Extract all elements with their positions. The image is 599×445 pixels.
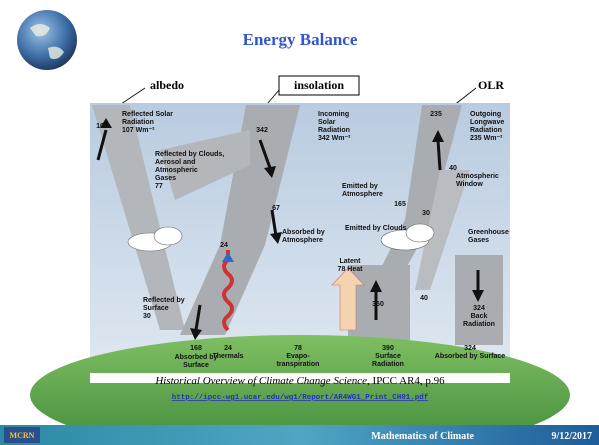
figure-label: 165 xyxy=(394,201,406,208)
figure-label: Radiation xyxy=(372,361,404,368)
figure-label: Radiation xyxy=(470,127,502,134)
figure-label: Surface xyxy=(375,353,401,360)
figure-label: Aerosol and xyxy=(155,159,195,166)
figure-label: Latent xyxy=(340,258,362,265)
figure-label: 324 xyxy=(473,305,485,312)
figure-label: Atmosphere xyxy=(282,237,323,244)
figure-label: Atmospheric xyxy=(155,167,198,174)
figure-label: Radiation xyxy=(318,127,350,134)
caption: Historical Overview of Climate Change Sc… xyxy=(154,375,445,387)
figure-label: 40 xyxy=(420,295,428,302)
callout: OLR xyxy=(478,78,504,92)
figure-label: 168 xyxy=(190,345,202,352)
figure-label: Solar xyxy=(318,119,336,126)
figure-label: Incoming xyxy=(318,111,349,118)
globe-clouds xyxy=(30,24,64,60)
caption-title: Historical Overview of Climate Change Sc… xyxy=(154,375,367,387)
figure-label: 78 xyxy=(294,345,302,352)
figure-label: 40 xyxy=(449,165,457,172)
globe xyxy=(17,10,77,70)
logo: MCRN xyxy=(10,431,35,440)
figure-label: 390 xyxy=(382,345,394,352)
figure-label: Reflected by Clouds, xyxy=(155,151,224,158)
figure-label: Emitted by xyxy=(342,183,378,190)
figure-label: Absorbed by Surface xyxy=(435,353,506,360)
callout: insolation xyxy=(294,78,344,92)
callout-box xyxy=(278,75,360,96)
figure-label: Atmospheric xyxy=(456,173,499,180)
figure xyxy=(30,103,570,445)
figure-label: Greenhouse xyxy=(468,229,509,236)
figure-label: 342 Wm⁻² xyxy=(318,135,351,142)
figure-label: 30 xyxy=(422,210,430,217)
figure-label: 235 xyxy=(430,111,442,118)
figure-label: transpiration xyxy=(277,361,320,368)
link[interactable]: http://ipcc-wg1.ucar.edu/wg1/Report/AR4W… xyxy=(172,394,429,402)
figure-label: Surface xyxy=(143,305,169,312)
figure-label: 24 xyxy=(224,345,232,352)
figure-label: 77 xyxy=(155,183,163,190)
figure-label: Absorbed by xyxy=(175,354,218,361)
figure-label: Outgoing xyxy=(470,111,501,118)
figure-label: Reflected by xyxy=(143,297,185,304)
figure-label: 324 xyxy=(464,345,476,352)
figure-label: 107 Wm⁻² xyxy=(122,127,155,134)
footer-text: Mathematics of Climate xyxy=(371,431,474,442)
figure-label: Longwave xyxy=(470,119,504,126)
figure-label: 107 xyxy=(96,123,108,130)
footer-bar xyxy=(0,425,599,445)
figure-label: Atmosphere xyxy=(342,191,383,198)
figure-label: Gases xyxy=(155,175,176,182)
figure-label: 30 xyxy=(143,313,151,320)
figure-label: Back xyxy=(471,313,488,320)
figure-label: Absorbed by xyxy=(282,229,325,236)
figure-label: Evapo- xyxy=(286,353,310,360)
title: Energy Balance xyxy=(243,30,358,49)
footer-date: 9/12/2017 xyxy=(551,431,592,442)
figure-label: Thermals xyxy=(212,353,243,360)
figure-label: Radiation xyxy=(463,321,495,328)
caption-source: , IPCC AR4, p.96 xyxy=(367,375,445,387)
figure-label: 67 xyxy=(272,205,280,212)
figure-label: 342 xyxy=(256,127,268,134)
figure-label: Gases xyxy=(468,237,489,244)
callout: albedo xyxy=(150,78,184,92)
figure-label: Reflected Solar xyxy=(122,111,173,118)
figure-label: Window xyxy=(456,181,483,188)
figure-label: 24 xyxy=(220,242,228,249)
figure-label: Emitted by Clouds xyxy=(345,225,407,232)
figure-label: 78 Heat xyxy=(338,266,364,273)
figure-label: Radiation xyxy=(122,119,154,126)
figure-label: Surface xyxy=(183,362,209,369)
logo-box xyxy=(4,427,40,443)
figure-label: 235 Wm⁻² xyxy=(470,135,503,142)
figure-label: 350 xyxy=(372,301,384,308)
